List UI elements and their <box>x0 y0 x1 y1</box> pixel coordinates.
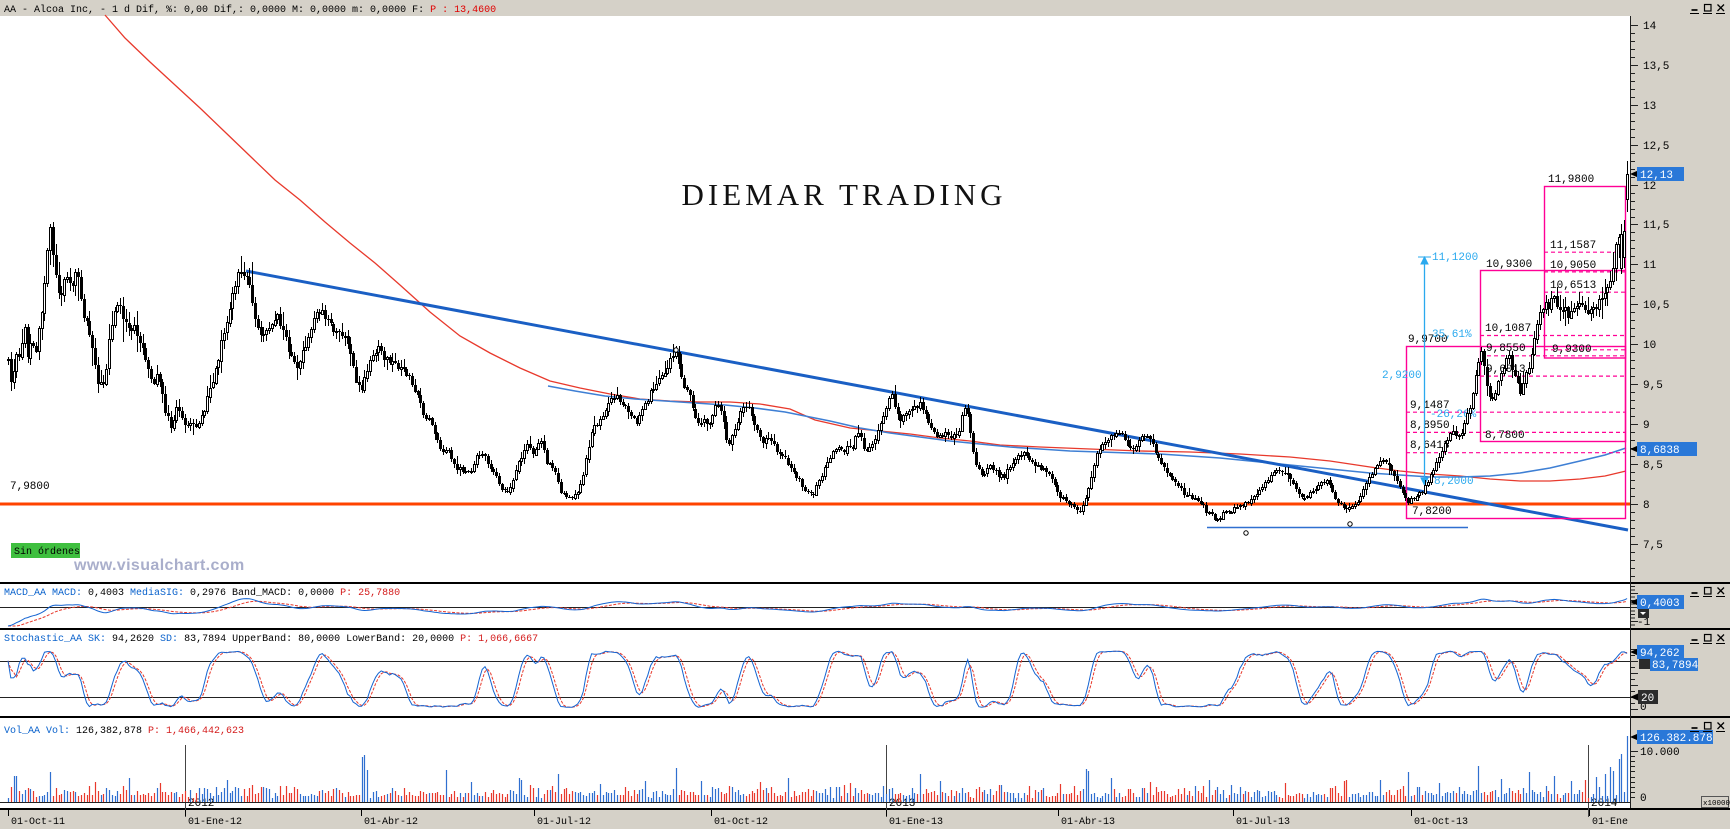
svg-text:14: 14 <box>1643 21 1657 33</box>
svg-text:8,7800: 8,7800 <box>1485 430 1525 442</box>
svg-text:9: 9 <box>1643 420 1650 432</box>
svg-text:13: 13 <box>1643 101 1656 113</box>
svg-text:12: 12 <box>1643 181 1656 193</box>
svg-text:01-Ene-13: 01-Ene-13 <box>889 817 943 828</box>
svg-text:-1: -1 <box>1637 617 1651 629</box>
svg-text:Vol_AA Vol: 126,382,878 P: 1,4: Vol_AA Vol: 126,382,878 P: 1,466,442,623 <box>4 725 244 737</box>
svg-text:7,8200: 7,8200 <box>1412 506 1452 518</box>
svg-text:8,5: 8,5 <box>1643 460 1663 472</box>
svg-text:10,1087: 10,1087 <box>1485 323 1531 335</box>
svg-text:01-Oct-11: 01-Oct-11 <box>11 817 65 828</box>
svg-text:8,6838: 8,6838 <box>1640 445 1680 457</box>
svg-text:12,5: 12,5 <box>1643 141 1669 153</box>
svg-text:01-Ene-12: 01-Ene-12 <box>188 817 242 828</box>
svg-text:2014: 2014 <box>1591 798 1618 810</box>
svg-text:11,5: 11,5 <box>1643 220 1669 232</box>
svg-text:0,4003: 0,4003 <box>1640 598 1680 610</box>
svg-text:12,13: 12,13 <box>1640 170 1673 182</box>
svg-text:83,7894: 83,7894 <box>1652 660 1699 672</box>
svg-text:94,262: 94,262 <box>1640 648 1680 660</box>
svg-text:9,8550: 9,8550 <box>1486 343 1526 355</box>
svg-text:11,1200: 11,1200 <box>1432 252 1478 264</box>
svg-text:10,6513: 10,6513 <box>1550 280 1596 292</box>
svg-text:01-Jul-13: 01-Jul-13 <box>1236 816 1290 828</box>
svg-text:7,9800: 7,9800 <box>10 481 50 493</box>
svg-text:9,1487: 9,1487 <box>1410 400 1450 412</box>
svg-text:01-Oct-13: 01-Oct-13 <box>1414 817 1468 828</box>
svg-text:9,5: 9,5 <box>1643 380 1663 392</box>
svg-text:10,9050: 10,9050 <box>1550 260 1596 272</box>
svg-text:20: 20 <box>1641 693 1654 705</box>
svg-text:11: 11 <box>1643 260 1657 272</box>
svg-text:10,5: 10,5 <box>1643 300 1669 312</box>
svg-text:01-Abr-13: 01-Abr-13 <box>1061 816 1115 828</box>
svg-text:01-Abr-12: 01-Abr-12 <box>364 816 418 828</box>
svg-text:01-Oct-12: 01-Oct-12 <box>714 817 768 828</box>
svg-text:10.000: 10.000 <box>1640 747 1680 759</box>
svg-text:35,61%: 35,61% <box>1432 329 1472 341</box>
svg-text:2,9200: 2,9200 <box>1382 370 1422 382</box>
svg-text:0: 0 <box>1640 793 1647 805</box>
svg-text:13,5: 13,5 <box>1643 61 1669 73</box>
svg-text:Stochastic_AA SK: 94,2620 SD:: Stochastic_AA SK: 94,2620 SD: 83,7894 Up… <box>4 633 538 645</box>
svg-text:8: 8 <box>1643 500 1650 512</box>
svg-text:11,9800: 11,9800 <box>1548 174 1594 186</box>
svg-text:8,6413: 8,6413 <box>1410 440 1450 452</box>
svg-text:MACD_AA MACD: 0,4003 MediaSIG:: MACD_AA MACD: 0,4003 MediaSIG: 0,2976 Ba… <box>4 587 400 599</box>
svg-text:-26,26%: -26,26% <box>1430 409 1477 421</box>
svg-text:www.visualchart.com: www.visualchart.com <box>73 557 245 574</box>
svg-text:DIEMAR TRADING: DIEMAR TRADING <box>682 177 1007 212</box>
svg-text:01-Ene: 01-Ene <box>1592 817 1628 828</box>
svg-text:10,9300: 10,9300 <box>1486 259 1532 271</box>
svg-text:7,5: 7,5 <box>1643 540 1663 552</box>
svg-text:Sin órdenes: Sin órdenes <box>14 546 80 558</box>
svg-text:AA - Alcoa Inc, - 1 d Dif, %:: AA - Alcoa Inc, - 1 d Dif, %: 0,00 Dif,:… <box>4 4 496 16</box>
svg-text:10: 10 <box>1643 340 1656 352</box>
svg-text:0: 0 <box>1640 702 1647 714</box>
svg-text:01-Jul-12: 01-Jul-12 <box>537 816 591 828</box>
svg-text:8,2000: 8,2000 <box>1434 476 1474 488</box>
svg-text:9,9300: 9,9300 <box>1552 344 1592 356</box>
svg-text:9,9700: 9,9700 <box>1408 334 1448 346</box>
svg-text:8,8950: 8,8950 <box>1410 420 1450 432</box>
svg-text:11,1587: 11,1587 <box>1550 240 1596 252</box>
svg-text:x10000: x10000 <box>1703 800 1730 808</box>
svg-text:126.382.878: 126.382.878 <box>1640 733 1713 745</box>
